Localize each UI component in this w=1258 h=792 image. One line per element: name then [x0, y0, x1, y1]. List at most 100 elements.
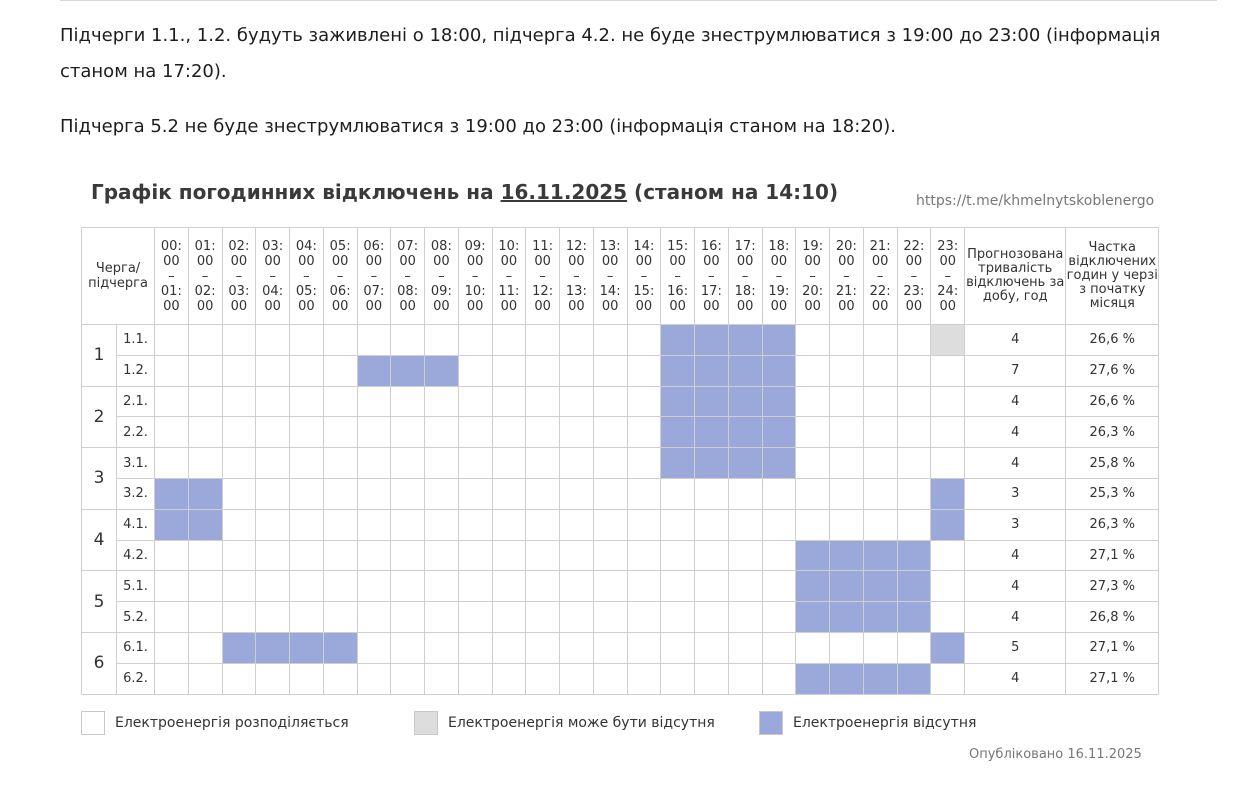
subqueue-label: 3.1.: [116, 447, 155, 479]
hour-cell-on: [187, 447, 223, 479]
hour-cell-on: [795, 324, 830, 356]
subqueue-label: 2.2.: [116, 416, 155, 449]
subqueue-label: 6.1.: [116, 631, 155, 664]
hour-cell-on: [491, 601, 527, 633]
hour-cell-on: [525, 447, 560, 479]
hour-cell-on: [694, 570, 729, 603]
hour-cell-on: [491, 662, 527, 695]
hour-header: 12: 00 – 13: 00: [559, 227, 594, 325]
table-row: 3.2. 3 25,3 %: [82, 477, 1160, 510]
legend-item-off: Електроенергія відсутня: [759, 710, 976, 736]
hour-cell-on: [187, 416, 223, 449]
hour-cell-off: [727, 416, 763, 449]
hour-cell-on: [457, 570, 493, 603]
hour-cell-on: [930, 385, 966, 418]
hour-cell-on: [761, 570, 797, 603]
duration-value: 3: [964, 508, 1067, 541]
queue-group-label: 2: [81, 385, 117, 449]
hour-cell-on: [795, 631, 830, 664]
hour-cell-on: [829, 447, 864, 479]
hour-cell-on: [154, 324, 189, 356]
hour-cell-off: [896, 570, 932, 603]
hour-cell-off: [896, 539, 932, 572]
hour-cell-off: [660, 447, 695, 479]
hour-cell-on: [457, 477, 493, 510]
hour-cell-on: [390, 570, 425, 603]
hour-cell-on: [457, 539, 493, 572]
hour-cell-on: [322, 477, 358, 510]
hour-cell-on: [356, 662, 392, 695]
legend-label-maybe: Електроенергія може бути відсутня: [448, 715, 715, 731]
hour-cell-on: [356, 447, 392, 479]
queue-group-label: 5: [81, 570, 117, 633]
hour-cell-on: [694, 477, 729, 510]
hour-cell-on: [457, 324, 493, 356]
hour-cell-on: [457, 631, 493, 664]
hour-cell-on: [390, 662, 425, 695]
hour-cell-on: [424, 662, 459, 695]
hour-cell-on: [187, 631, 223, 664]
duration-value: 3: [964, 477, 1067, 510]
hour-cell-on: [221, 447, 257, 479]
hour-cell-on: [795, 385, 830, 418]
hour-cell-on: [457, 508, 493, 541]
hour-cell-on: [626, 508, 662, 541]
hour-header: 11: 00 – 12: 00: [525, 227, 560, 325]
hour-cell-off: [862, 662, 898, 695]
legend-item-on: Електроенергія розподіляється: [81, 710, 349, 736]
hour-cell-off: [322, 631, 358, 664]
subqueue-label: 5.2.: [116, 601, 155, 633]
hour-cell-off: [829, 601, 864, 633]
hour-cell-off: [356, 354, 392, 387]
hour-cell-on: [390, 324, 425, 356]
hour-cell-on: [424, 508, 459, 541]
hour-cell-on: [457, 385, 493, 418]
hour-cell-off: [694, 354, 729, 387]
hour-header: 15: 00 – 16: 00: [660, 227, 695, 325]
hour-cell-on: [255, 539, 290, 572]
notice-paragraph-2: Підчерга 5.2 не буде знеструмлюватися з …: [60, 116, 896, 137]
hour-header: 03: 00 – 04: 00: [255, 227, 290, 325]
hour-cell-on: [525, 539, 560, 572]
share-value: 27,3 %: [1065, 570, 1160, 603]
hour-cell-off: [187, 477, 223, 510]
hour-cell-off: [761, 324, 797, 356]
hour-cell-off: [255, 631, 290, 664]
hour-cell-off: [761, 385, 797, 418]
legend-item-maybe: Електроенергія може бути відсутня: [414, 710, 715, 736]
hour-cell-on: [255, 477, 290, 510]
hour-cell-on: [187, 324, 223, 356]
hour-cell-on: [626, 539, 662, 572]
hour-cell-on: [930, 539, 966, 572]
queue-group-label: 4: [81, 508, 117, 572]
hour-cell-on: [491, 416, 527, 449]
hour-header: 19: 00 – 20: 00: [795, 227, 830, 325]
duration-value: 4: [964, 662, 1067, 695]
queue-group-label: 3: [81, 447, 117, 510]
hour-cell-on: [795, 416, 830, 449]
legend-label-on: Електроенергія розподіляється: [115, 715, 349, 731]
hour-cell-on: [322, 324, 358, 356]
hour-cell-on: [390, 385, 425, 418]
hour-cell-on: [829, 631, 864, 664]
hour-cell-on: [761, 508, 797, 541]
share-value: 27,1 %: [1065, 539, 1160, 572]
share-header: Частка відключених годин у черзі з почат…: [1065, 227, 1160, 325]
hour-header: 04: 00 – 05: 00: [289, 227, 324, 325]
legend-swatch-maybe: [414, 711, 438, 735]
hour-cell-on: [727, 539, 763, 572]
hour-cell-on: [559, 570, 594, 603]
duration-value: 4: [964, 601, 1067, 633]
hour-cell-off: [660, 416, 695, 449]
hour-cell-on: [457, 601, 493, 633]
hour-cell-off: [660, 324, 695, 356]
hour-cell-on: [592, 631, 628, 664]
hour-cell-on: [592, 662, 628, 695]
hour-cell-on: [660, 570, 695, 603]
duration-value: 5: [964, 631, 1067, 664]
title-suffix: (станом на 14:10): [627, 180, 839, 204]
hour-cell-on: [862, 631, 898, 664]
hour-cell-on: [525, 631, 560, 664]
queue-group-label: 1: [81, 324, 117, 387]
telegram-link[interactable]: https://t.me/khmelnytskoblenergo: [916, 193, 1155, 209]
